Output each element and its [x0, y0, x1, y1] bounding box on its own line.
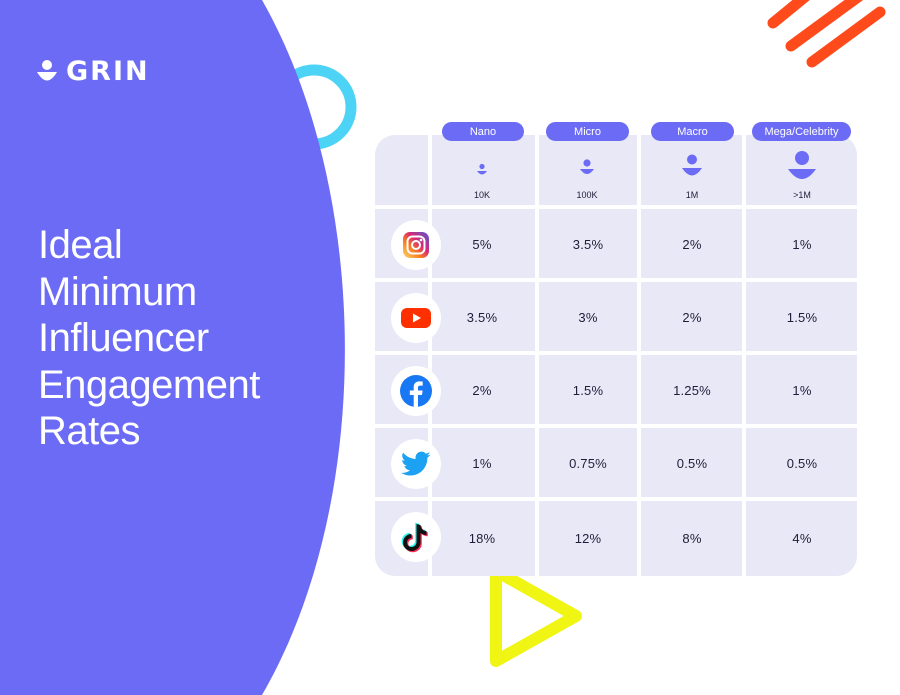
rate-cell: 8%	[682, 531, 702, 546]
rate-cell: 18%	[468, 531, 496, 546]
rate-cell: 3.5%	[466, 310, 498, 325]
row-divider	[375, 351, 857, 355]
rate-cell: 0.75%	[569, 456, 607, 471]
rate-cell: 1%	[472, 456, 492, 471]
headline-line: Rates	[38, 409, 141, 453]
rate-cell: 1.5%	[786, 310, 818, 325]
instagram-icon	[403, 232, 429, 258]
tiktok-icon	[401, 522, 428, 553]
tier-followers-nano: 10K	[473, 190, 490, 200]
row-divider	[375, 497, 857, 501]
platform-twitter	[391, 439, 441, 489]
macro-person-icon	[682, 154, 702, 176]
grin-logo: GRIN	[36, 56, 150, 87]
engagement-table	[375, 135, 857, 576]
row-divider	[375, 205, 857, 209]
twitter-icon	[401, 451, 431, 476]
headline-line: Ideal	[38, 223, 123, 267]
rate-cell: 4%	[792, 531, 812, 546]
platform-instagram	[391, 220, 441, 270]
facebook-icon	[400, 375, 432, 407]
rate-cell: 1.5%	[572, 383, 604, 398]
platform-youtube	[391, 293, 441, 343]
rate-cell: 2%	[682, 237, 702, 252]
headline: Ideal Minimum Influencer Engagement Rate…	[38, 222, 338, 455]
tier-pill-micro: Micro	[546, 122, 629, 141]
tier-followers-micro: 100K	[576, 190, 598, 200]
col-divider	[742, 135, 746, 576]
tier-followers-mega: >1M	[793, 190, 811, 200]
rate-cell: 1%	[792, 383, 812, 398]
rate-cell: 2%	[472, 383, 492, 398]
headline-line: Engagement	[38, 362, 260, 407]
mega-person-icon	[788, 151, 816, 179]
platform-tiktok	[391, 512, 441, 562]
rate-cell: 3.5%	[572, 237, 604, 252]
tier-pill-macro: Macro	[651, 122, 734, 141]
col-divider	[535, 135, 539, 576]
rate-cell: 5%	[472, 237, 492, 252]
tier-followers-macro: 1M	[685, 190, 699, 200]
nano-person-icon	[477, 163, 487, 175]
rate-cell: 1%	[792, 237, 812, 252]
rate-cell: 3%	[578, 310, 598, 325]
headline-line: Minimum	[38, 269, 197, 314]
col-divider	[428, 135, 432, 576]
left-panel	[0, 0, 345, 695]
platform-facebook	[391, 366, 441, 416]
orange-stripes-decor	[767, 0, 886, 68]
rate-cell: 12%	[574, 531, 602, 546]
tier-pill-mega: Mega/Celebrity	[752, 122, 851, 141]
headline-line: Influencer	[38, 316, 209, 360]
rate-cell: 2%	[682, 310, 702, 325]
tier-pill-nano: Nano	[442, 122, 524, 141]
rate-cell: 0.5%	[676, 456, 708, 471]
youtube-icon	[401, 308, 431, 328]
rate-cell: 1.25%	[673, 383, 711, 398]
grin-smile-icon	[37, 59, 57, 80]
col-divider	[637, 135, 641, 576]
yellow-play-decor	[490, 565, 582, 667]
brand-name: GRIN	[66, 56, 150, 87]
rate-cell: 0.5%	[786, 456, 818, 471]
row-divider	[375, 278, 857, 282]
micro-person-icon	[580, 159, 594, 174]
row-divider	[375, 424, 857, 428]
